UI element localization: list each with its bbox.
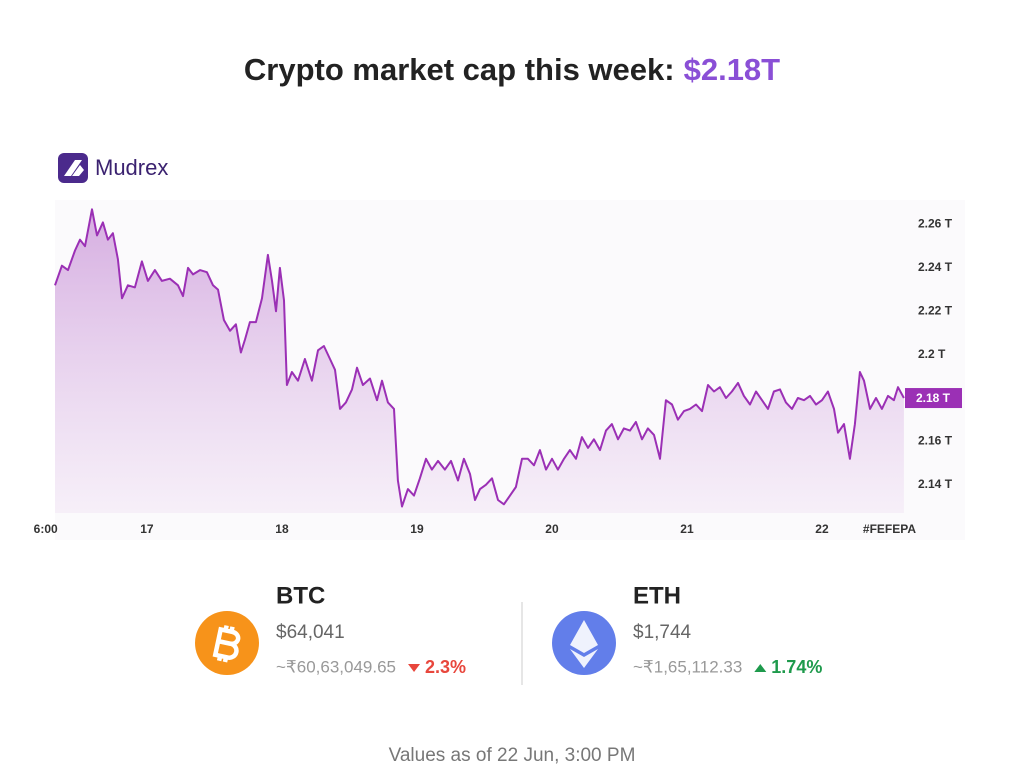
x-tick-label: 21 [680, 522, 694, 536]
coin-change: 2.3% [425, 657, 466, 677]
coin-price: $1,744 [633, 622, 692, 643]
y-tick-label: 2.22 T [918, 303, 953, 317]
line [54, 208, 905, 508]
coin-inr-price: ~₹1,65,112.33 [633, 657, 742, 676]
area-fill [55, 209, 904, 514]
coin-symbol: ETH [633, 582, 681, 609]
coin-inr-price: ~₹60,63,049.65 [276, 657, 396, 676]
coin-price: $64,041 [276, 622, 345, 643]
chart: 2.14 T 2.16 T 2.18 T 2.2 T 2.22 T 2.24 T 2.26 … [34, 208, 962, 536]
change-arrow [754, 664, 767, 672]
coin-icon-glyph [212, 625, 241, 663]
current-value-label: 2.18 T [916, 391, 951, 405]
footer: Values as of 22 Jun, 3:00 PM [389, 745, 636, 766]
x-tick-label: 22 [815, 522, 829, 536]
coin-symbol: BTC [276, 582, 325, 609]
y-tick-label: 2.2 T [918, 347, 946, 361]
brand-name: Mudrex [95, 155, 168, 180]
x-tick-label: 20 [545, 522, 559, 536]
y-tick-label: 2.16 T [918, 434, 953, 448]
x-tick-label: 6:00 [34, 522, 58, 536]
coin-change: 1.74% [771, 657, 822, 677]
change-arrow [408, 664, 421, 672]
coin-icon-glyph [570, 620, 598, 653]
coins: BTC $64,041 ~₹60,63,049.65 2.3% ETH $1,744 ~₹1… [195, 582, 822, 677]
title-text: Crypto market cap this week: [244, 52, 675, 87]
x-tick-label: 18 [275, 522, 289, 536]
x-tick-label: 19 [410, 522, 424, 536]
title-highlight: $2.18T [684, 52, 781, 87]
coin-icon-glyph [570, 649, 598, 668]
y-tick-label: 2.14 T [918, 477, 953, 491]
y-tick-label: 2.24 T [918, 260, 953, 274]
y-tick-label: 2.26 T [918, 217, 953, 231]
title: Crypto market cap this week: $2.18T [244, 52, 780, 87]
current-value-marker [905, 388, 962, 409]
brand-logo-mark [64, 160, 84, 176]
x-tick-label: 17 [140, 522, 154, 536]
x-tick-label: #FEFEPA [863, 522, 916, 536]
